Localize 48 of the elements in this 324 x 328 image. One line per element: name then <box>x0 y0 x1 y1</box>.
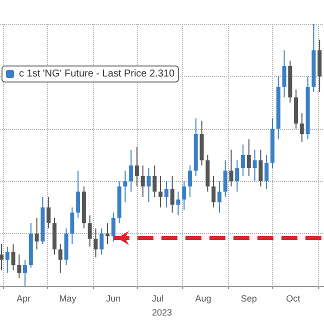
candlestick <box>223 160 228 198</box>
candlestick <box>94 228 98 258</box>
candlestick <box>11 244 16 271</box>
x-tick-label: Aug <box>195 294 212 304</box>
candlestick <box>158 175 163 208</box>
candlestick <box>70 206 74 245</box>
x-tick-label: Oct <box>286 294 301 304</box>
x-tick-label: Jul <box>152 294 164 304</box>
candlestick <box>23 259 28 286</box>
candlestick <box>229 149 234 187</box>
candlestick <box>100 228 104 256</box>
x-tick-label: Sep <box>240 294 257 304</box>
x-axis-title: 2023 <box>152 307 172 318</box>
candlestick <box>134 146 139 187</box>
candlestick <box>252 149 257 182</box>
candlestick <box>34 217 39 250</box>
candlestick <box>241 144 245 176</box>
legend-label: c 1st 'NG' Future - Last Price 2.310 <box>19 68 175 80</box>
candlestick <box>188 164 192 198</box>
candlestick <box>235 160 240 192</box>
candlestick <box>111 212 116 242</box>
candlestick <box>88 214 92 248</box>
candlestick <box>140 164 145 198</box>
candlestick <box>129 149 134 192</box>
candlestick <box>106 222 110 245</box>
candlestick <box>5 246 10 274</box>
candlestick <box>264 154 269 190</box>
x-tick-label: Apr <box>16 294 31 304</box>
candlestick <box>123 170 128 203</box>
candlestick <box>300 112 304 142</box>
candlestick <box>76 170 80 218</box>
candlestick <box>146 168 151 203</box>
candlestick <box>17 254 22 279</box>
candlestick <box>212 175 216 208</box>
candlestick <box>246 138 251 176</box>
candlestick <box>217 180 222 214</box>
candlestick <box>170 175 174 214</box>
candlestick <box>0 244 4 271</box>
x-tick-label: May <box>59 294 77 304</box>
candlestick <box>164 180 168 208</box>
candlestick <box>152 164 157 198</box>
candlestick <box>258 149 263 187</box>
candlestick <box>282 50 286 98</box>
x-tick-label: Jun <box>106 294 121 304</box>
candlestick <box>182 180 186 211</box>
candlestick <box>46 196 51 229</box>
candlestick <box>58 244 62 274</box>
candlestick <box>176 191 180 216</box>
